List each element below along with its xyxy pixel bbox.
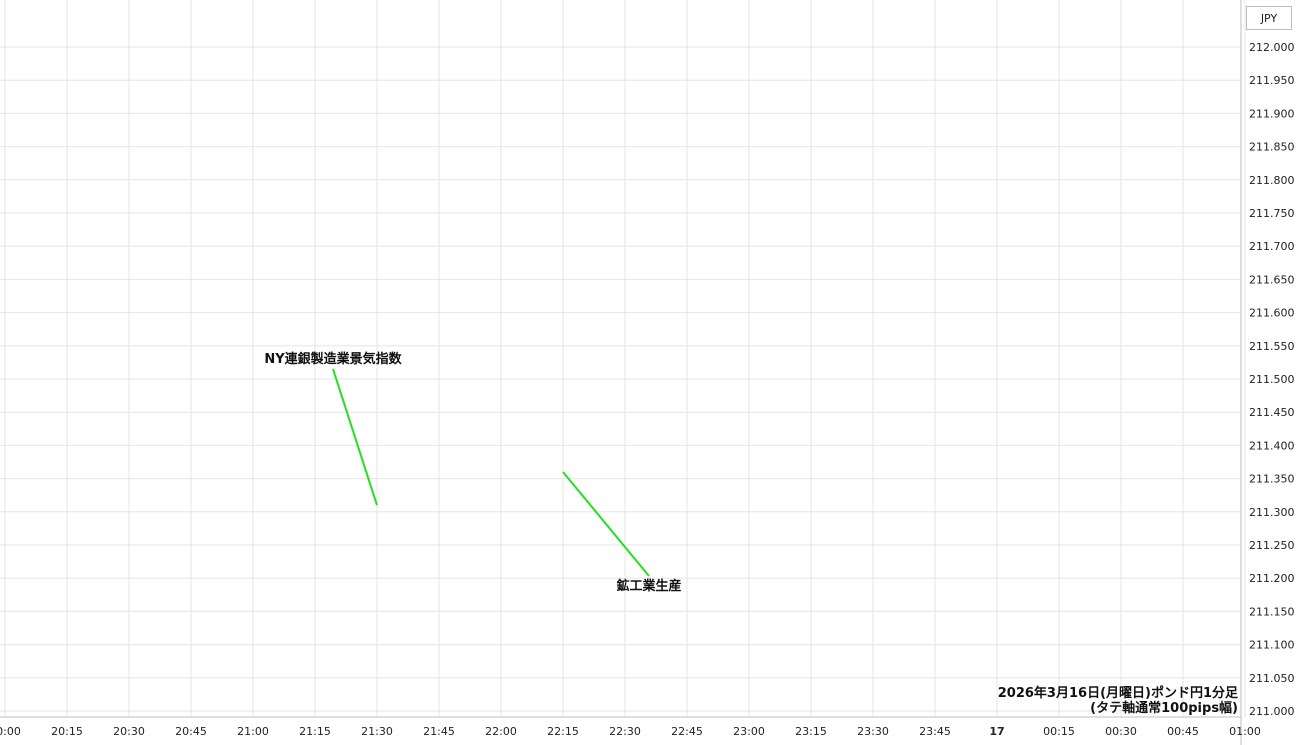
x-tick-label: 01:00 [1229, 725, 1261, 738]
y-tick-label: 211.700 [1249, 240, 1295, 253]
x-tick-label: 23:30 [857, 725, 889, 738]
y-tick-label: 211.400 [1249, 439, 1295, 452]
y-tick-label: 211.500 [1249, 373, 1295, 386]
currency-label[interactable]: JPY [1246, 6, 1292, 30]
x-tick-label: 20:15 [51, 725, 83, 738]
y-tick-label: 211.200 [1249, 572, 1295, 585]
y-tick-label: 211.000 [1249, 705, 1295, 718]
x-tick-label: 22:00 [485, 725, 517, 738]
price-axis: 212.000 211.950 211.900 211.850 211.800 211.7… [1249, 41, 1295, 718]
annotation-label: NY連銀製造業景気指数 [264, 351, 402, 367]
y-tick-label: 212.000 [1249, 41, 1295, 54]
y-tick-label: 211.750 [1249, 207, 1295, 220]
y-tick-label: 211.250 [1249, 539, 1295, 552]
y-tick-label: 211.550 [1249, 340, 1295, 353]
x-tick-label: 22:45 [671, 725, 703, 738]
time-axis: 20:00 20:15 20:30 20:45 21:00 21:15 21:30 21:45… [0, 725, 1261, 738]
y-tick-label: 211.900 [1249, 107, 1295, 120]
annotation-line [562, 471, 650, 577]
x-tick-label: 21:15 [299, 725, 331, 738]
x-tick-label: 20:00 [0, 725, 21, 738]
x-tick-label: 22:15 [547, 725, 579, 738]
y-tick-label: 211.450 [1249, 406, 1295, 419]
x-tick-label: 23:00 [733, 725, 765, 738]
y-tick-label: 211.800 [1249, 174, 1295, 187]
y-tick-label: 211.650 [1249, 273, 1295, 286]
y-tick-label: 211.100 [1249, 639, 1295, 652]
x-tick-label: 23:15 [795, 725, 827, 738]
x-tick-label: 21:45 [423, 725, 455, 738]
x-tick-label: 00:45 [1167, 725, 1199, 738]
x-tick-label: 00:30 [1105, 725, 1137, 738]
y-tick-label: 211.300 [1249, 506, 1295, 519]
annotation-line [332, 368, 378, 506]
y-tick-label: 211.950 [1249, 74, 1295, 87]
x-tick-label: 21:30 [361, 725, 393, 738]
y-tick-label: 211.350 [1249, 473, 1295, 486]
chart-note-line1: 2026年3月16日(月曜日)ポンド円1分足 [998, 685, 1239, 701]
grid-lines [0, 0, 1246, 717]
x-tick-label: 20:45 [175, 725, 207, 738]
y-tick-label: 211.050 [1249, 672, 1295, 685]
annotation-label: 鉱工業生産 [616, 578, 681, 594]
x-tick-label: 21:00 [237, 725, 269, 738]
y-tick-label: 211.150 [1249, 605, 1295, 618]
y-tick-label: 211.850 [1249, 141, 1295, 154]
x-tick-label: 23:45 [919, 725, 951, 738]
chart-note-line2: (タテ軸通常100pips幅) [1090, 700, 1238, 716]
x-tick-label: 20:30 [113, 725, 145, 738]
x-tick-label: 00:15 [1043, 725, 1075, 738]
x-tick-label: 22:30 [609, 725, 641, 738]
x-tick-label: 17 [989, 725, 1004, 738]
y-tick-label: 211.600 [1249, 307, 1295, 320]
